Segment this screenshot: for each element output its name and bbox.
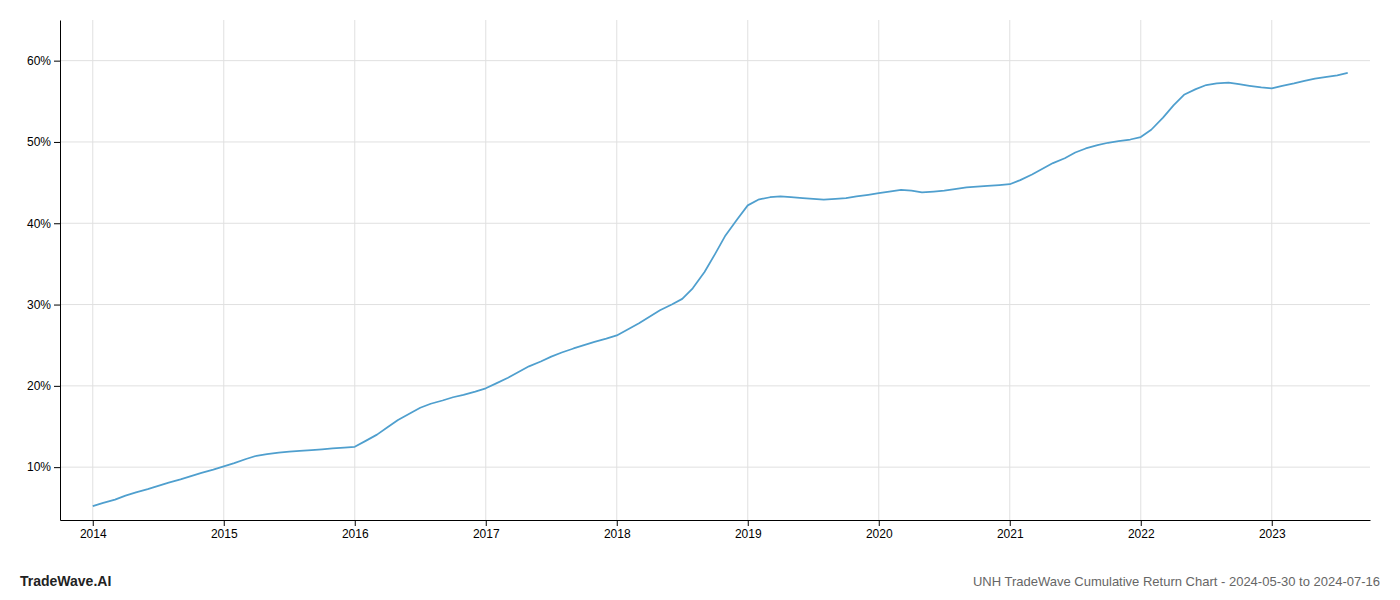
tick-mark: [486, 520, 487, 526]
tick-mark: [54, 142, 60, 143]
tick-mark: [54, 61, 60, 62]
tick-label: 2016: [342, 527, 369, 541]
tick: 2018: [604, 520, 631, 541]
tick-label: 40%: [27, 217, 51, 231]
tick-mark: [93, 520, 94, 526]
tick-label: 2022: [1128, 527, 1155, 541]
tick-mark: [748, 520, 749, 526]
grid-line-x: [223, 20, 224, 520]
grid-line-x: [1009, 20, 1010, 520]
grid-line-x: [92, 20, 93, 520]
tick-label: 2014: [80, 527, 107, 541]
grid-line-x: [747, 20, 748, 520]
tick-mark: [879, 520, 880, 526]
x-axis: 2014 2015 2016 2017 2018 2019 2020 2021 2022 2023: [61, 520, 1371, 541]
grid-line-y: [60, 60, 1370, 61]
tick-label: 60%: [27, 54, 51, 68]
tick-mark: [1141, 520, 1142, 526]
tick-label: 2018: [604, 527, 631, 541]
tick: 2016: [342, 520, 369, 541]
grid-line-x: [354, 20, 355, 520]
tick: 10%: [27, 460, 60, 474]
title: UNH TradeWave Cumulative Return Chart - …: [973, 574, 1380, 589]
tick: 2023: [1259, 520, 1286, 541]
tick: 2021: [997, 520, 1024, 541]
tick: 50%: [27, 135, 60, 149]
grid-line-y: [60, 304, 1370, 305]
axis-line: [60, 21, 61, 521]
tick-mark: [54, 467, 60, 468]
chart: 2014 2015 2016 2017 2018 2019 2020 2021 2022 2023…: [0, 0, 1400, 600]
plot-area: 2014 2015 2016 2017 2018 2019 2020 2021 2022 2023…: [27, 20, 1371, 541]
y-axis: 10% 20% 30% 40% 50% 60%: [27, 21, 61, 521]
tick-label: 2021: [997, 527, 1024, 541]
tick-mark: [1010, 520, 1011, 526]
tick-mark: [54, 223, 60, 224]
watermark: TradeWave.AI: [20, 573, 111, 589]
tick-mark: [224, 520, 225, 526]
tick: 2014: [80, 520, 107, 541]
tick: 20%: [27, 379, 60, 393]
tick-mark: [54, 305, 60, 306]
grid-line-y: [60, 385, 1370, 386]
axis-line: [61, 520, 1371, 521]
grid-line-x: [1140, 20, 1141, 520]
tick-label: 20%: [27, 379, 51, 393]
grid-line-y: [60, 467, 1370, 468]
line: [93, 73, 1348, 506]
tick-label: 2017: [473, 527, 500, 541]
tick: 60%: [27, 54, 60, 68]
tick-label: 30%: [27, 298, 51, 312]
tick-label: 2019: [735, 527, 762, 541]
tick-label: 2015: [211, 527, 238, 541]
tick-mark: [1272, 520, 1273, 526]
tick-mark: [54, 386, 60, 387]
grid: [60, 20, 1370, 520]
tick-label: 2023: [1259, 527, 1286, 541]
tick-mark: [617, 520, 618, 526]
grid-line-x: [485, 20, 486, 520]
grid-line-x: [616, 20, 617, 520]
grid-line-x: [1271, 20, 1272, 520]
marks: [93, 73, 1348, 506]
grid-line-y: [60, 141, 1370, 142]
tick: 2019: [735, 520, 762, 541]
tick: 2017: [473, 520, 500, 541]
tick-label: 10%: [27, 460, 51, 474]
tick: 2015: [211, 520, 238, 541]
tick-label: 50%: [27, 135, 51, 149]
tick: 2022: [1128, 520, 1155, 541]
tick-label: 2020: [866, 527, 893, 541]
tick: 2020: [866, 520, 893, 541]
tick-mark: [355, 520, 356, 526]
tick: 30%: [27, 298, 60, 312]
grid-line-x: [878, 20, 879, 520]
grid-line-y: [60, 223, 1370, 224]
tick: 40%: [27, 217, 60, 231]
